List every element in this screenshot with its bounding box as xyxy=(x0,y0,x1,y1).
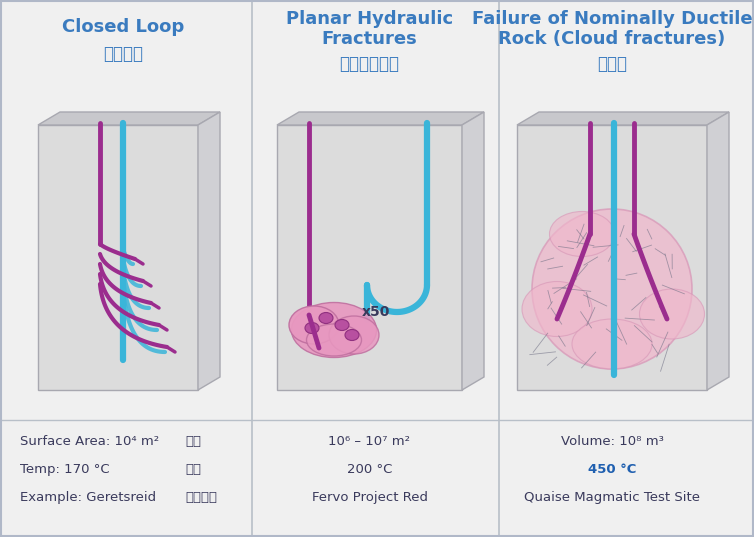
Text: Quaise Magmatic Test Site: Quaise Magmatic Test Site xyxy=(524,491,700,504)
Ellipse shape xyxy=(289,306,339,344)
Text: Volume: 10⁸ m³: Volume: 10⁸ m³ xyxy=(560,435,664,448)
Text: Temp: 170 °C: Temp: 170 °C xyxy=(20,463,109,476)
Text: Fractures: Fractures xyxy=(322,30,418,48)
Polygon shape xyxy=(198,112,220,390)
Ellipse shape xyxy=(305,323,319,333)
Ellipse shape xyxy=(522,281,592,337)
Text: 温度: 温度 xyxy=(185,463,201,476)
Ellipse shape xyxy=(319,313,333,323)
Text: 450 °C: 450 °C xyxy=(588,463,636,476)
Polygon shape xyxy=(517,112,729,125)
Text: 占地: 占地 xyxy=(185,435,201,448)
Ellipse shape xyxy=(292,302,376,358)
Polygon shape xyxy=(277,125,462,390)
Ellipse shape xyxy=(345,330,359,340)
Ellipse shape xyxy=(532,209,692,369)
Text: Surface Area: 10⁴ m²: Surface Area: 10⁴ m² xyxy=(20,435,159,448)
Ellipse shape xyxy=(329,316,379,354)
Polygon shape xyxy=(517,125,707,390)
Polygon shape xyxy=(277,112,484,125)
Ellipse shape xyxy=(639,289,704,339)
Text: Rock (Cloud fractures): Rock (Cloud fractures) xyxy=(498,30,725,48)
Text: Example: Geretsreid: Example: Geretsreid xyxy=(20,491,156,504)
Text: 10⁶ – 10⁷ m²: 10⁶ – 10⁷ m² xyxy=(329,435,410,448)
Text: 200 °C: 200 °C xyxy=(347,463,392,476)
Polygon shape xyxy=(38,112,220,125)
Polygon shape xyxy=(707,112,729,390)
Text: 闭环系统: 闭环系统 xyxy=(103,45,143,63)
Ellipse shape xyxy=(572,319,652,369)
Text: 平面水力裂隙: 平面水力裂隙 xyxy=(339,55,400,73)
Text: x50: x50 xyxy=(362,305,391,319)
Text: Planar Hydraulic: Planar Hydraulic xyxy=(286,10,453,28)
Text: 项目地点: 项目地点 xyxy=(185,491,217,504)
Ellipse shape xyxy=(335,320,349,330)
Text: 云裂隙: 云裂隙 xyxy=(597,55,627,73)
Text: Closed Loop: Closed Loop xyxy=(62,18,184,36)
Polygon shape xyxy=(38,125,198,390)
Ellipse shape xyxy=(306,324,361,356)
Text: Fervo Project Red: Fervo Project Red xyxy=(311,491,428,504)
Text: Failure of Nominally Ductile: Failure of Nominally Ductile xyxy=(472,10,752,28)
Polygon shape xyxy=(462,112,484,390)
Ellipse shape xyxy=(550,212,615,257)
